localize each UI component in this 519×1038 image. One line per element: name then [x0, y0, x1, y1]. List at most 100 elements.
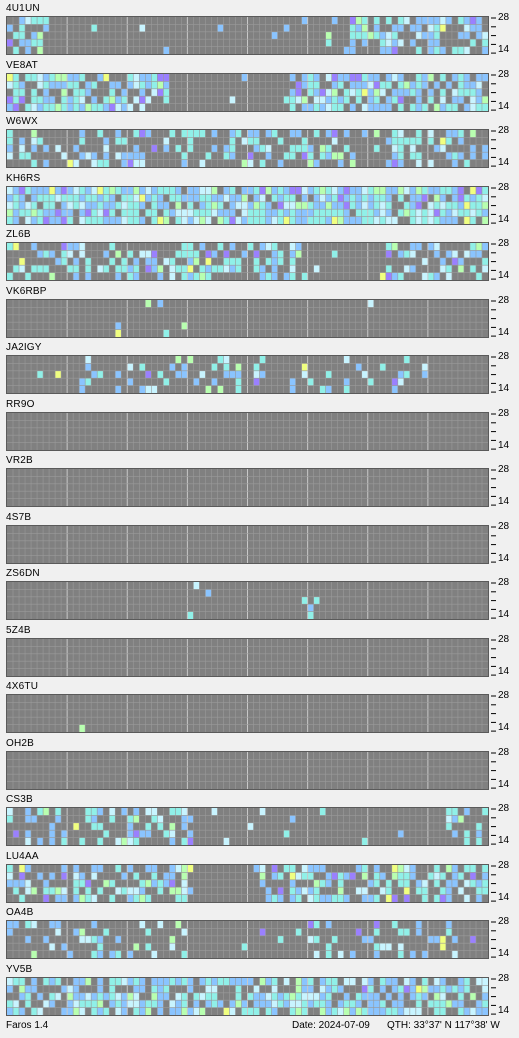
activity-cell — [427, 935, 434, 944]
beacon-activity-grid — [6, 807, 489, 846]
activity-cell — [253, 186, 260, 194]
activity-cell — [181, 321, 188, 330]
band-label-top: 28 — [498, 294, 510, 306]
activity-cell — [169, 808, 176, 816]
activity-cell — [451, 830, 458, 838]
activity-cell — [307, 604, 314, 612]
activity-cell — [127, 830, 134, 838]
activity-cell — [13, 830, 20, 838]
activity-cell — [217, 243, 224, 251]
activity-cell — [187, 257, 194, 266]
activity-cell — [187, 216, 194, 224]
activity-cell — [7, 144, 14, 153]
activity-cell — [475, 17, 482, 25]
station-panel-4x6tu: 4X6TU 28 14 — [0, 680, 519, 736]
activity-cell — [385, 977, 392, 985]
activity-cell — [103, 137, 110, 145]
activity-cell — [331, 152, 338, 160]
activity-cell — [319, 879, 326, 887]
activity-cell — [121, 88, 128, 96]
activity-cell — [265, 152, 272, 160]
activity-cell — [133, 144, 140, 153]
activity-cell — [337, 208, 344, 217]
activity-cell — [151, 999, 158, 1008]
activity-cell — [127, 378, 134, 386]
activity-cell — [445, 928, 452, 936]
activity-cell — [61, 243, 68, 251]
activity-cell — [403, 201, 410, 209]
activity-cell — [85, 257, 92, 266]
activity-cell — [79, 243, 86, 251]
activity-cell — [361, 992, 368, 1000]
activity-cell — [157, 265, 164, 273]
activity-cell — [151, 250, 158, 258]
activity-cell — [235, 216, 242, 224]
activity-cell — [43, 186, 50, 194]
activity-cell — [61, 943, 68, 951]
activity-cell — [157, 216, 164, 224]
activity-cell — [343, 201, 350, 209]
activity-cell — [469, 80, 476, 89]
activity-cell — [469, 24, 476, 32]
activity-cell — [133, 830, 140, 838]
activity-cell — [13, 208, 20, 217]
activity-cell — [187, 977, 194, 985]
activity-cell — [427, 130, 434, 138]
activity-cell — [55, 894, 62, 902]
activity-cell — [325, 1007, 332, 1015]
activity-cell — [373, 186, 380, 194]
activity-cell — [85, 977, 92, 985]
activity-cell — [289, 73, 296, 81]
activity-cell — [109, 815, 116, 823]
activity-cell — [109, 879, 116, 887]
activity-cell — [391, 894, 398, 902]
station-callsign: 5Z4B — [6, 624, 31, 636]
band-label-top: 28 — [498, 407, 510, 419]
band-label-bottom: 14 — [498, 326, 510, 338]
activity-cell — [367, 879, 374, 887]
activity-cell — [151, 864, 158, 872]
activity-cell — [37, 73, 44, 81]
activity-cell — [127, 152, 134, 160]
activity-cell — [163, 144, 170, 153]
activity-cell — [91, 935, 98, 944]
activity-cell — [49, 992, 56, 1000]
activity-cell — [67, 208, 74, 217]
activity-cell — [343, 999, 350, 1008]
activity-cell — [205, 589, 212, 597]
activity-cell — [79, 95, 86, 104]
activity-cell — [421, 950, 428, 958]
station-callsign: VE8AT — [6, 59, 38, 71]
activity-cell — [325, 216, 332, 224]
activity-cell — [439, 208, 446, 217]
activity-cell — [397, 80, 404, 89]
activity-cell — [31, 265, 38, 273]
activity-cell — [43, 159, 50, 167]
activity-cell — [61, 886, 68, 895]
activity-cell — [373, 992, 380, 1000]
activity-cell — [187, 265, 194, 273]
activity-cell — [481, 1007, 488, 1015]
activity-cell — [163, 992, 170, 1000]
activity-cell — [31, 17, 38, 25]
activity-cell — [451, 201, 458, 209]
activity-cell — [139, 830, 146, 838]
activity-cell — [103, 186, 110, 194]
activity-cell — [277, 186, 284, 194]
activity-cell — [79, 837, 86, 845]
activity-cell — [331, 1007, 338, 1015]
activity-cell — [385, 80, 392, 89]
activity-cell — [481, 152, 488, 160]
activity-cell — [259, 879, 266, 887]
activity-cell — [25, 921, 32, 929]
activity-cell — [121, 137, 128, 145]
activity-cell — [19, 257, 26, 266]
activity-cell — [259, 159, 266, 167]
activity-cell — [379, 984, 386, 993]
activity-cell — [91, 871, 98, 880]
activity-cell — [145, 894, 152, 902]
activity-cell — [379, 1007, 386, 1015]
activity-cell — [103, 201, 110, 209]
activity-cell — [7, 216, 14, 224]
activity-cell — [103, 830, 110, 838]
